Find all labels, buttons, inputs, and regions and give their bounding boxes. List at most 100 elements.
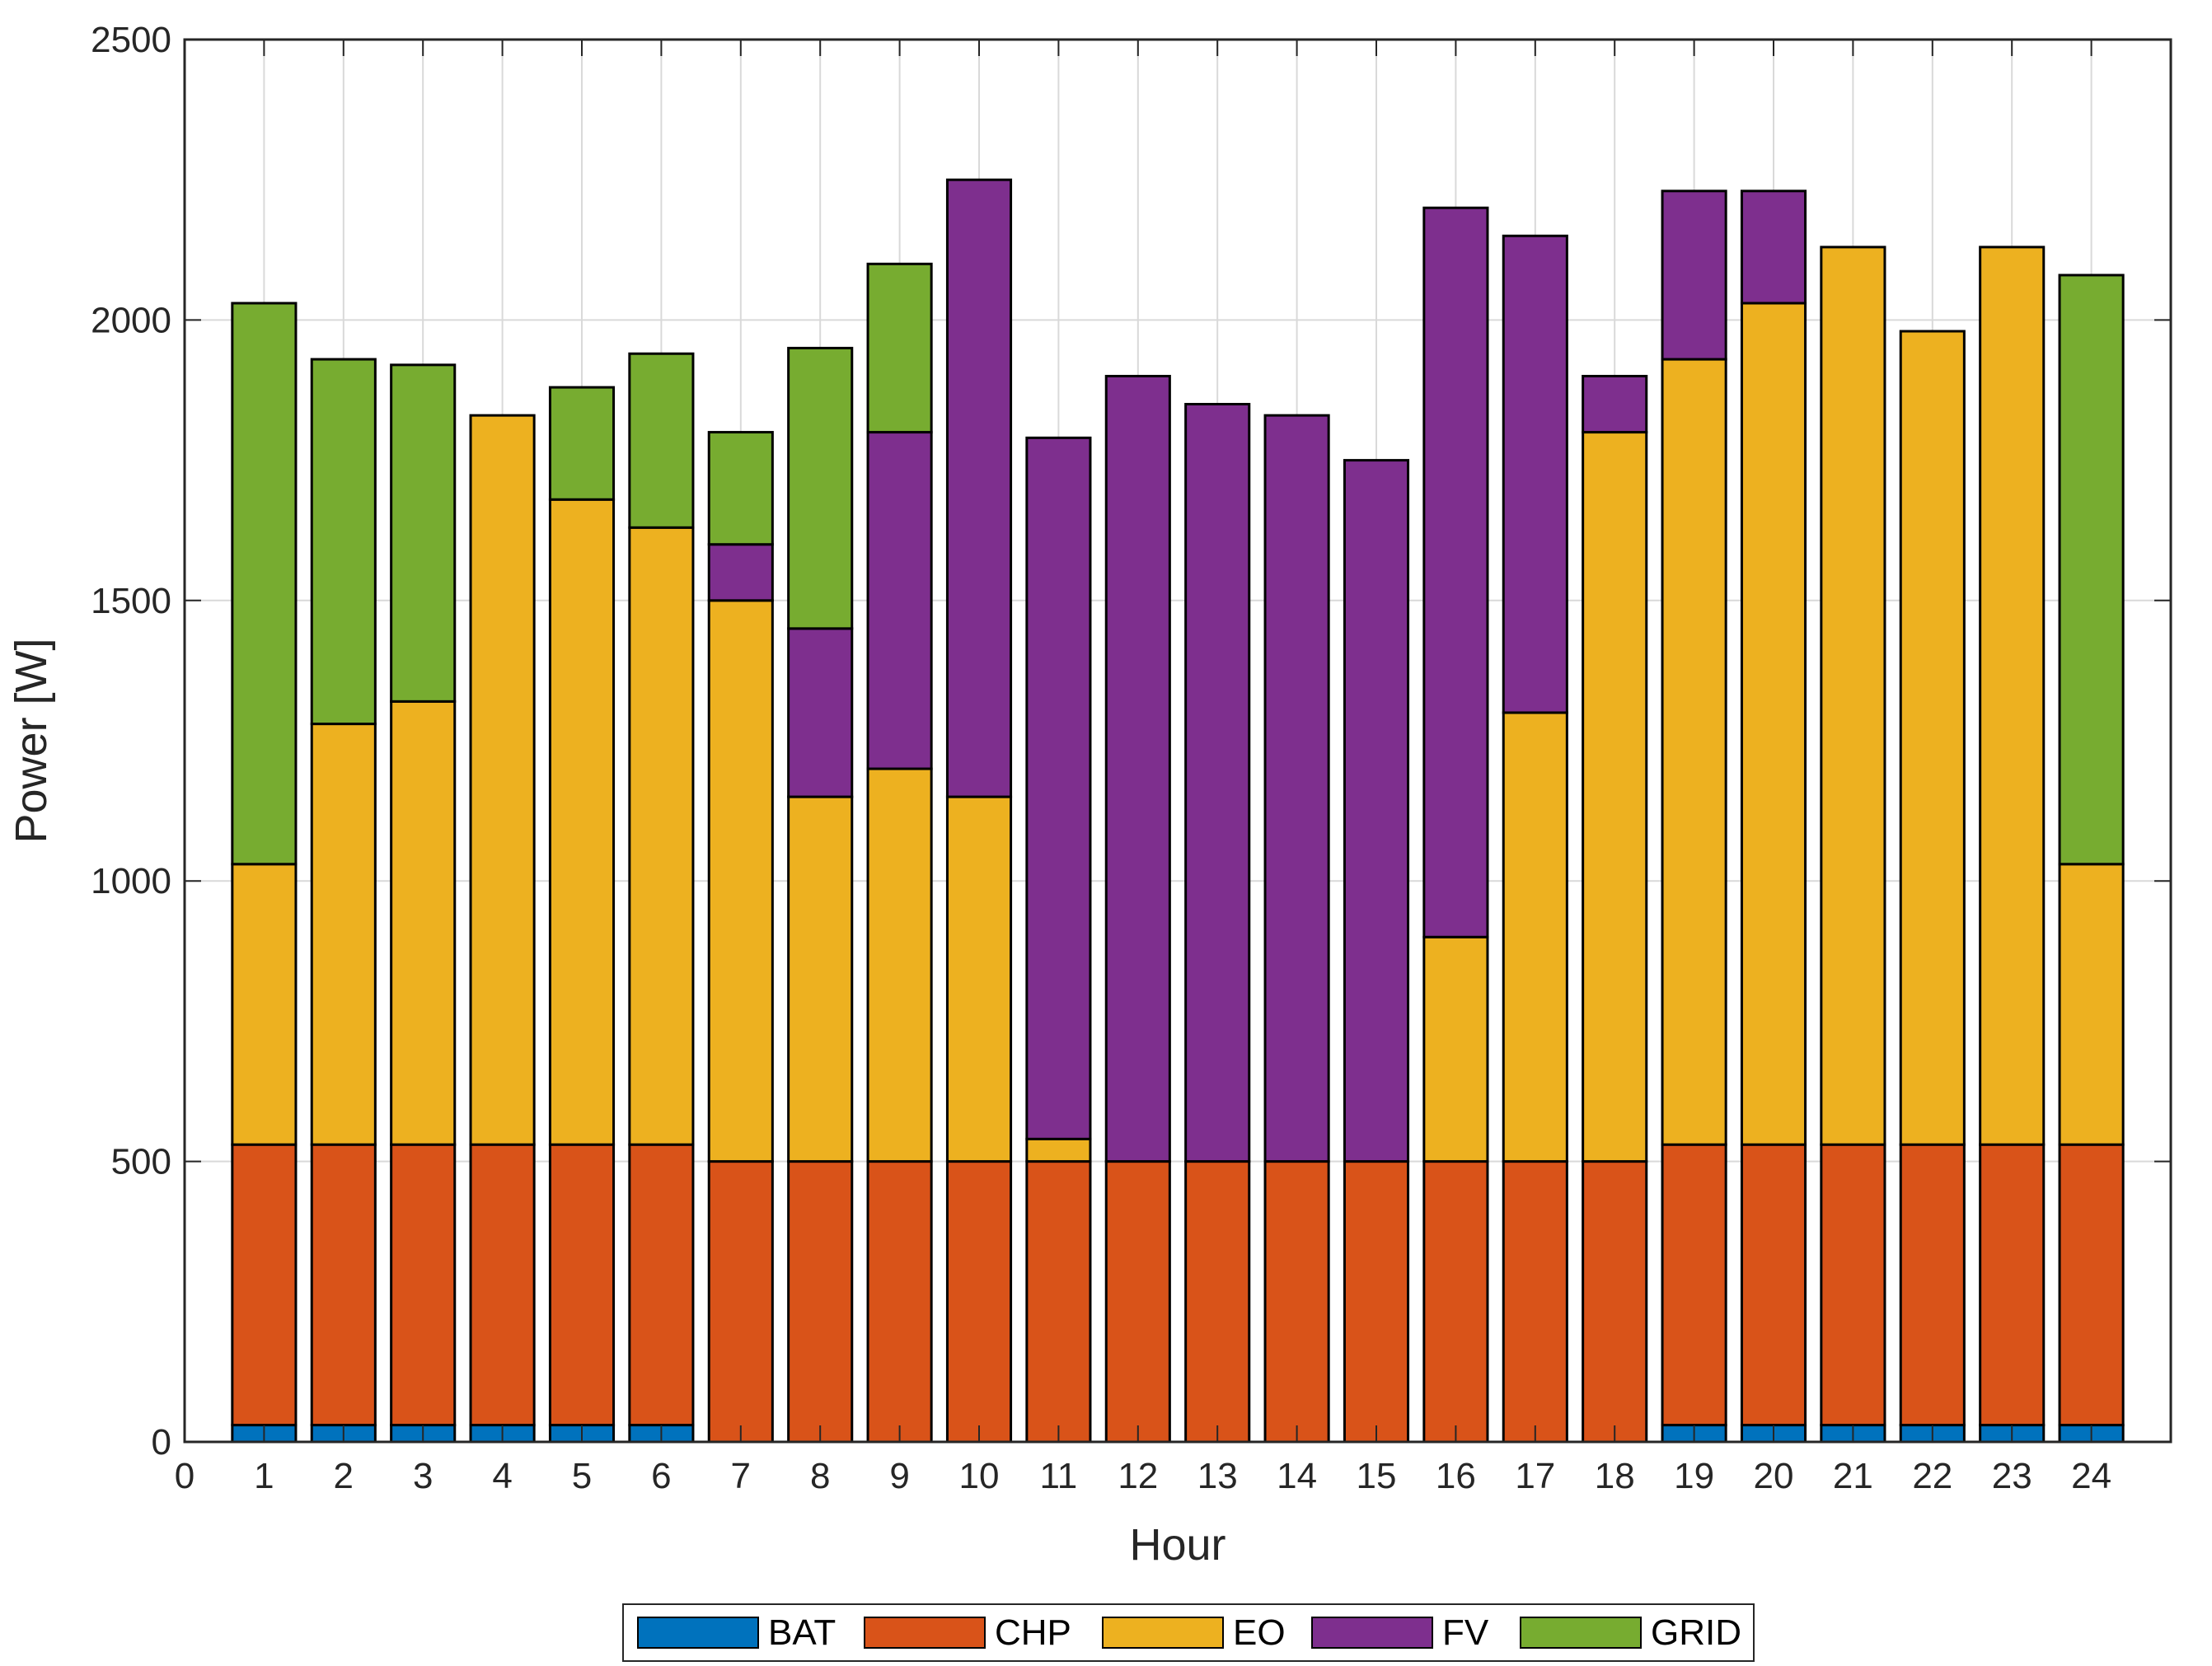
bar-segment-eo-hour-8 xyxy=(787,795,854,1163)
bar-segment-fv-hour-19 xyxy=(1661,190,1727,361)
x-tick-label: 12 xyxy=(1118,1456,1158,1496)
bar-segment-chp-hour-14 xyxy=(1263,1160,1330,1444)
bar-segment-eo-hour-4 xyxy=(469,414,536,1146)
bar-segment-eo-hour-6 xyxy=(628,526,695,1146)
x-axis-label: Hour xyxy=(1129,1520,1226,1570)
legend-swatch-bat xyxy=(637,1617,759,1649)
legend-swatch-grid xyxy=(1520,1617,1642,1649)
x-tick-label: 3 xyxy=(413,1456,433,1496)
bar-segment-grid-hour-2 xyxy=(310,358,377,726)
x-tick-labels: 0 1 2 3 4 5 6 7 8 9 10 11 12 13 14 15 16 17 18 19 20 21 22 23 24 xyxy=(175,1456,2111,1496)
bar-segment-grid-hour-6 xyxy=(628,352,695,529)
x-tick-label: 8 xyxy=(810,1456,830,1496)
bar-segment-grid-hour-8 xyxy=(787,346,854,630)
x-tick-label: 20 xyxy=(1754,1456,1794,1496)
x-tick-label: 11 xyxy=(1040,1456,1078,1496)
bar-segment-fv-hour-10 xyxy=(945,178,1013,798)
y-tick-label: 500 xyxy=(111,1142,171,1182)
bar-segment-grid-hour-3 xyxy=(390,363,457,703)
bar-segment-chp-hour-7 xyxy=(707,1160,774,1444)
bar-segment-eo-hour-9 xyxy=(866,767,933,1163)
x-tick-label: 13 xyxy=(1197,1456,1238,1496)
y-tick-label: 1000 xyxy=(91,861,171,901)
y-tick-label: 1500 xyxy=(91,581,171,621)
bar-segment-fv-hour-9 xyxy=(866,431,933,770)
x-tick-label: 22 xyxy=(1912,1456,1952,1496)
x-tick-label: 17 xyxy=(1515,1456,1555,1496)
legend-label-chp: CHP xyxy=(995,1612,1071,1653)
bar-segment-eo-hour-17 xyxy=(1502,711,1568,1163)
bar-segment-eo-hour-3 xyxy=(390,700,457,1146)
bar-segment-chp-hour-17 xyxy=(1502,1160,1568,1444)
bar-segment-chp-hour-4 xyxy=(469,1143,536,1427)
bar-segment-grid-hour-9 xyxy=(866,262,933,434)
x-tick-label: 14 xyxy=(1277,1456,1317,1496)
bar-segment-eo-hour-21 xyxy=(1820,246,1886,1146)
bar-segment-chp-hour-8 xyxy=(787,1160,854,1444)
tick-marks xyxy=(184,39,2171,1443)
x-tick-label: 9 xyxy=(889,1456,909,1496)
bar-segment-eo-hour-18 xyxy=(1582,431,1648,1163)
x-tick-label: 2 xyxy=(334,1456,354,1496)
bar-segment-fv-hour-14 xyxy=(1263,414,1330,1163)
bar-segment-fv-hour-7 xyxy=(707,543,774,602)
bar-segment-fv-hour-17 xyxy=(1502,234,1568,714)
legend-label-grid: GRID xyxy=(1651,1612,1741,1653)
y-tick-label: 2000 xyxy=(91,300,171,340)
x-tick-label: 16 xyxy=(1436,1456,1476,1496)
bar-segment-chp-hour-16 xyxy=(1422,1160,1489,1444)
bar-segment-fv-hour-12 xyxy=(1104,374,1171,1163)
x-tick-label: 4 xyxy=(492,1456,512,1496)
legend-entry-fv: FV xyxy=(1311,1612,1489,1653)
bar-segment-eo-hour-22 xyxy=(1899,330,1966,1146)
bar-segment-chp-hour-24 xyxy=(2058,1143,2125,1427)
legend-entry-eo: EO xyxy=(1102,1612,1286,1653)
bar-segment-fv-hour-8 xyxy=(787,627,854,798)
bar-segment-chp-hour-1 xyxy=(231,1143,298,1427)
bar-segment-chp-hour-23 xyxy=(1979,1143,2046,1427)
bar-segment-fv-hour-18 xyxy=(1582,374,1648,434)
bar-segment-chp-hour-3 xyxy=(390,1143,457,1427)
bar-segment-eo-hour-7 xyxy=(707,599,774,1163)
x-tick-label: 10 xyxy=(959,1456,1000,1496)
x-tick-label: 15 xyxy=(1357,1456,1397,1496)
bar-segment-fv-hour-20 xyxy=(1740,190,1807,305)
bar-segment-chp-hour-12 xyxy=(1104,1160,1171,1444)
bar-segment-eo-hour-20 xyxy=(1740,302,1807,1146)
bar-segment-chp-hour-10 xyxy=(945,1160,1013,1444)
legend-swatch-eo xyxy=(1102,1617,1224,1649)
bar-segment-chp-hour-22 xyxy=(1899,1143,1966,1427)
x-tick-label: 1 xyxy=(254,1456,274,1496)
bar-segment-chp-hour-2 xyxy=(310,1143,377,1427)
bar-segment-grid-hour-5 xyxy=(548,386,616,501)
bar-segment-chp-hour-15 xyxy=(1343,1160,1410,1444)
legend-label-fv: FV xyxy=(1442,1612,1489,1653)
bar-segment-eo-hour-19 xyxy=(1661,358,1727,1146)
legend: BAT CHP EO FV GRID xyxy=(622,1603,1755,1662)
x-tick-label: 24 xyxy=(2071,1456,2111,1496)
bar-segment-grid-hour-1 xyxy=(231,302,298,866)
bar-segment-eo-hour-16 xyxy=(1422,935,1489,1163)
x-tick-label: 18 xyxy=(1595,1456,1635,1496)
legend-swatch-fv xyxy=(1311,1617,1433,1649)
bar-segment-fv-hour-16 xyxy=(1422,206,1489,938)
bar-segment-eo-hour-5 xyxy=(548,498,616,1146)
bar-segment-chp-hour-13 xyxy=(1184,1160,1251,1444)
bar-segment-fv-hour-15 xyxy=(1343,459,1410,1163)
bar-segment-eo-hour-1 xyxy=(231,863,298,1146)
bar-segment-eo-hour-24 xyxy=(2058,863,2125,1146)
x-tick-label: 0 xyxy=(175,1456,194,1496)
bars xyxy=(231,178,2125,1444)
bar-segment-grid-hour-7 xyxy=(707,431,774,546)
x-tick-label: 5 xyxy=(572,1456,592,1496)
bar-segment-fv-hour-13 xyxy=(1184,403,1251,1163)
y-tick-label: 0 xyxy=(152,1422,171,1462)
x-tick-label: 7 xyxy=(731,1456,751,1496)
legend-swatch-chp xyxy=(864,1617,986,1649)
bar-segment-chp-hour-21 xyxy=(1820,1143,1886,1427)
bar-segment-chp-hour-5 xyxy=(548,1143,616,1427)
bar-segment-chp-hour-9 xyxy=(866,1160,933,1444)
x-tick-label: 23 xyxy=(1992,1456,2032,1496)
x-tick-label: 21 xyxy=(1833,1456,1873,1496)
